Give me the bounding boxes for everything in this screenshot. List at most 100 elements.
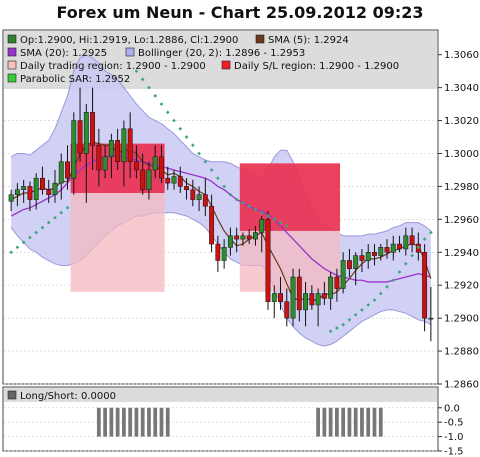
long-short-bar [360, 407, 364, 437]
candle-body [259, 219, 265, 233]
sar-dot [341, 322, 346, 327]
candle-body [234, 235, 240, 240]
sar-dot [190, 143, 195, 148]
sar-dot [159, 102, 164, 106]
sub-tick-label: -0.5 [444, 418, 464, 429]
legend: Op:1.2900, Hi:1.2919, Lo:1.2886, Cl:1.29… [7, 34, 399, 85]
candle-body [165, 177, 171, 184]
sar-dot [347, 317, 352, 322]
candle-body [303, 293, 309, 311]
candle-body [384, 247, 390, 253]
sar-dot [222, 184, 226, 189]
long-short-bar [140, 407, 145, 437]
sar-dot [53, 215, 57, 220]
sub-legend: Long/Short: 0.0000 [7, 390, 116, 402]
candle-body [14, 189, 20, 195]
sub-tick-label: -1.0 [444, 432, 464, 443]
candle-body [315, 293, 321, 306]
candle-body [365, 252, 371, 261]
candle-body [33, 177, 39, 200]
price-tick-label: 1.2920 [444, 281, 479, 292]
sub-legend-swatch [7, 390, 17, 400]
long-short-bar [341, 407, 346, 437]
candle-body [115, 140, 121, 162]
legend-swatch [125, 47, 135, 57]
candle-body [422, 252, 428, 319]
long-short-bar [109, 407, 114, 437]
sar-dot [410, 253, 414, 258]
sar-dot [328, 329, 333, 334]
sar-dot [360, 308, 364, 312]
sar-dot [197, 151, 201, 156]
long-short-bar [103, 407, 107, 437]
candle-body [209, 205, 215, 245]
candle-body [253, 232, 258, 240]
sar-dot [228, 192, 233, 197]
legend-swatch [7, 73, 17, 83]
price-tick-label: 1.2960 [444, 215, 479, 226]
candle-body [290, 276, 296, 319]
sar-dot [378, 291, 383, 296]
candle-body [215, 243, 221, 261]
long-short-bar [328, 407, 333, 437]
legend-swatch [7, 60, 17, 70]
legend-label: Bollinger (20, 2): 1.2896 - 1.2953 [138, 48, 305, 59]
candle-body [246, 235, 252, 240]
candle-body [102, 156, 108, 171]
long-short-bar [128, 407, 133, 437]
candle-body [321, 293, 327, 299]
sar-dot [429, 230, 433, 235]
candle-body [334, 276, 340, 289]
candle-body [96, 145, 102, 171]
sar-dot [403, 261, 408, 266]
candle-body [146, 169, 152, 190]
candle-body [184, 186, 189, 190]
candle-body [133, 161, 139, 171]
candle-body [171, 176, 177, 184]
sar-dot [216, 176, 220, 181]
sar-dot [203, 159, 208, 164]
candle-body [409, 235, 415, 245]
long-short-bar [165, 407, 170, 437]
price-tick-label: 1.2900 [444, 314, 479, 325]
candle-body [309, 293, 315, 306]
candle-body [190, 189, 196, 200]
legend-label: SMA (5): 1.2924 [268, 35, 349, 46]
candle-body [58, 161, 64, 184]
candle-body [177, 176, 183, 187]
sar-dot [247, 204, 252, 209]
sub-legend-label: Long/Short: 0.0000 [20, 391, 116, 402]
long-short-axis: 0.0 -0.5 -1.0 -1.5 [438, 403, 464, 457]
candle-body [159, 156, 164, 179]
sar-dot [259, 210, 264, 215]
candle-body [428, 317, 434, 320]
candle-body [196, 194, 202, 200]
candle-body [90, 112, 96, 146]
sar-dot [65, 205, 70, 210]
candle-body [27, 186, 33, 200]
candle-body [328, 276, 334, 299]
sar-dot [397, 270, 402, 274]
long-short-bar [115, 407, 120, 437]
candle-body [296, 276, 302, 311]
candle-body [397, 243, 402, 250]
legend-swatch [7, 34, 17, 44]
sar-dot [15, 245, 20, 250]
candle-body [284, 301, 290, 319]
sar-dot [234, 197, 239, 202]
sar-dot [241, 201, 245, 205]
candle-body [340, 260, 346, 289]
candle-body [65, 161, 70, 179]
sar-dot [353, 313, 358, 317]
candle-body [202, 194, 208, 207]
long-short-bar [378, 407, 383, 437]
candle-body [21, 186, 27, 190]
sar-dot [178, 126, 183, 131]
sar-dot [209, 168, 214, 172]
legend-swatch [255, 34, 265, 44]
long-short-bar [159, 407, 164, 437]
sar-dot [284, 224, 289, 228]
legend-label: Parabolic SAR: 1.2952 [20, 74, 130, 85]
long-short-bar [96, 407, 101, 437]
